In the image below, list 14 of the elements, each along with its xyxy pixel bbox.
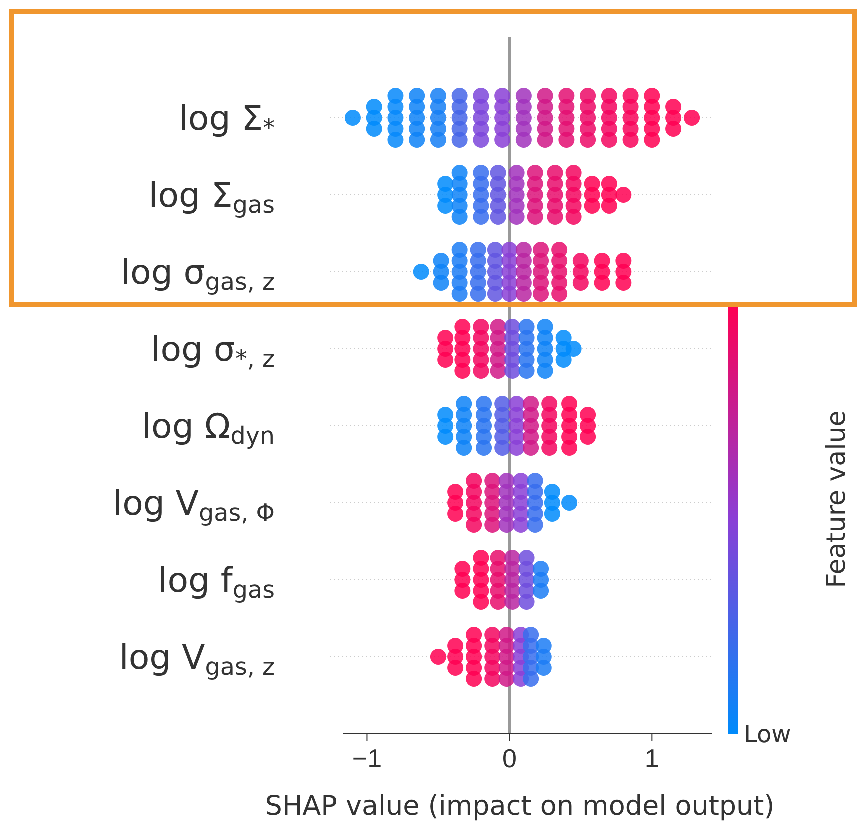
y-tick-label: log σ$_{gas, z}$	[121, 252, 275, 296]
y-tick-label: log σ$_{*, z}$	[151, 330, 275, 373]
text: Low	[744, 720, 792, 748]
x-axis-title: SHAP value (impact on model output)	[265, 791, 775, 822]
y-tick-label: log Σ$_{gas}$	[148, 176, 275, 219]
x-tick-label: 1	[644, 743, 660, 774]
y-tick-label: log Σ$_{*}$	[178, 98, 276, 142]
color-bar-title: Feature value	[822, 410, 852, 588]
x-tick-label: 0	[502, 743, 517, 774]
y-tick-label: log Ω$_{dyn}$	[142, 406, 275, 450]
y-tick-label: log f$_{gas}$	[158, 560, 275, 604]
y-tick-label: log V$_{gas, z}$	[119, 638, 275, 681]
y-tick-label: log V$_{gas, Φ}$	[113, 484, 275, 527]
x-tick-label: −1	[352, 743, 382, 774]
